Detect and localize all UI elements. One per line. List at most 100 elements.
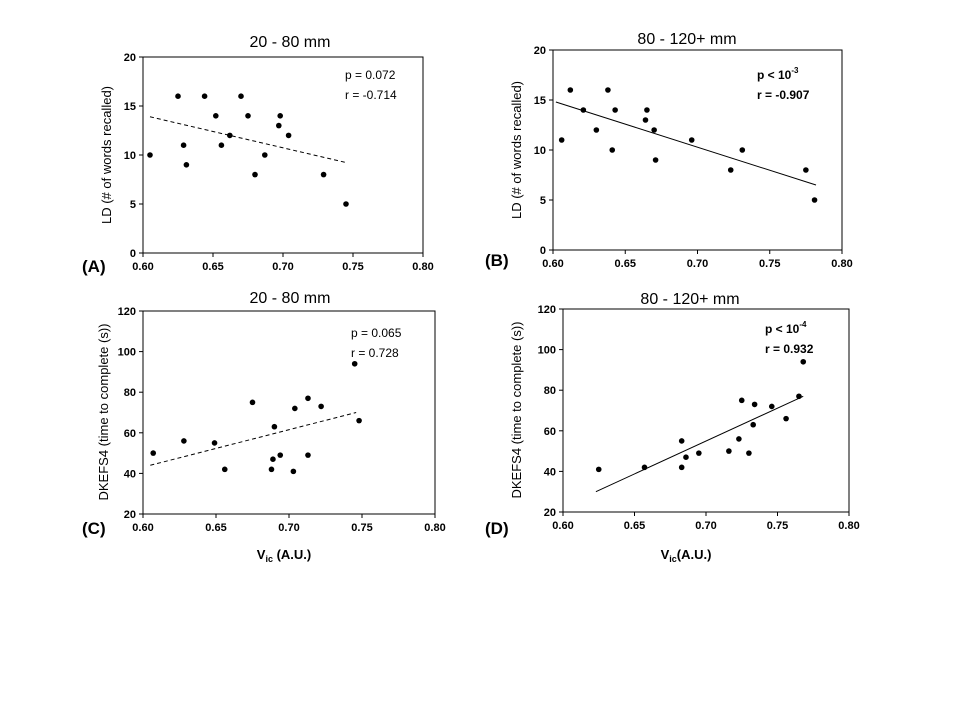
stat-text: p = 0.065 [351,326,402,340]
data-point [644,107,650,113]
stat-exponent: -4 [799,320,807,329]
data-point [567,87,574,93]
data-point [292,405,298,412]
y-axis-label: DKEFS4 (time to complete (s)) [509,322,524,499]
x-tick-label: 0.75 [767,520,788,532]
data-point [751,401,758,408]
r-value-label: r = 0.728 [351,346,399,360]
stat-text: p < 10 [757,68,792,82]
data-point [683,454,689,460]
y-tick-label: 80 [544,385,556,397]
data-point [150,450,157,456]
panel-label: (D) [485,519,509,538]
data-point [678,464,685,471]
panel-label: (C) [82,519,106,538]
y-tick-label: 15 [124,101,136,113]
p-value-label: p = 0.072 [345,68,396,82]
x-tick-label: 0.80 [831,258,852,270]
y-tick-label: 100 [118,347,136,359]
r-value-label: r = -0.714 [345,88,397,102]
r-value-label: r = 0.932 [765,342,814,356]
regression-line [149,116,348,164]
plot-frame [562,308,850,513]
chart-title: 20 - 80 mm [250,290,331,307]
data-point [580,107,587,113]
data-point [211,440,218,446]
data-point [768,403,775,410]
x-tick-label: 0.60 [542,258,563,270]
data-point [558,137,565,143]
y-tick-label: 5 [540,195,546,207]
regression-line [150,412,357,466]
x-tick-label: 0.75 [759,258,780,270]
data-point [249,399,256,406]
y-tick-label: 60 [124,428,136,440]
x-tick-label: 0.60 [552,520,573,532]
regression-line [595,395,804,493]
data-point [738,397,745,404]
stat-text: p = 0.072 [345,68,396,82]
x-tick-label: 0.60 [132,522,153,534]
chart-title: 80 - 120+ mm [637,31,736,48]
x-tick-label: 0.80 [412,261,433,273]
data-point [595,466,602,473]
y-tick-label: 0 [540,245,546,257]
panel-label: (B) [485,251,509,270]
data-point [238,93,244,99]
regression-line [555,101,817,186]
x-axis-label-units: (A.U.) [273,547,311,562]
data-point [736,436,742,442]
x-axis-label: Vic (A.U.) [257,547,311,564]
y-tick-label: 20 [534,45,546,57]
x-tick-label: 0.70 [272,261,293,273]
x-tick-label: 0.60 [132,261,153,273]
y-tick-label: 120 [118,306,136,318]
stat-text: r = 0.932 [765,342,814,356]
x-axis-label-subscript: ic [265,554,273,564]
data-point [221,466,228,473]
chart-panel-d: 80 - 120+ mm 0.60 0.65 0.70 0.75 0.80 20 40 60 80… [485,291,860,564]
x-tick-label: 0.70 [687,258,708,270]
data-point [175,93,181,99]
y-tick-label: 20 [544,507,556,519]
x-tick-label: 0.80 [838,520,859,532]
data-point [305,452,311,458]
data-point [800,358,807,365]
x-tick-label: 0.65 [205,522,226,534]
data-point [750,421,756,428]
panel-label: (A) [82,257,106,276]
data-point [811,197,818,203]
data-point [277,113,284,119]
y-tick-label: 80 [124,387,136,399]
data-point [642,117,649,123]
y-tick-label: 20 [124,52,136,64]
data-point [739,147,746,153]
data-point [277,452,284,458]
data-point [746,450,752,456]
data-point [218,142,225,148]
data-point [605,87,611,93]
data-point [290,468,297,475]
data-point [270,456,276,462]
data-point [796,393,802,400]
x-tick-label: 0.70 [695,520,716,532]
x-tick-label: 0.80 [424,522,445,534]
y-tick-label: 40 [544,466,556,478]
data-point [180,142,187,148]
x-axis-label-subscript: ic [669,554,677,564]
data-point [652,157,659,163]
x-tick-label: 0.75 [342,261,363,273]
y-tick-label: 100 [538,345,556,357]
data-point [262,152,268,158]
chart-title: 20 - 80 mm [250,34,331,51]
chart-title: 80 - 120+ mm [640,291,739,308]
data-point [803,167,809,173]
data-point [641,464,648,471]
x-axis-label-main: V [257,547,266,562]
y-tick-label: 60 [544,426,556,438]
y-axis-label: LD (# of words recalled) [509,81,524,219]
data-point [343,201,349,207]
data-point [612,107,618,113]
y-tick-label: 10 [124,150,136,162]
data-point [696,450,702,456]
